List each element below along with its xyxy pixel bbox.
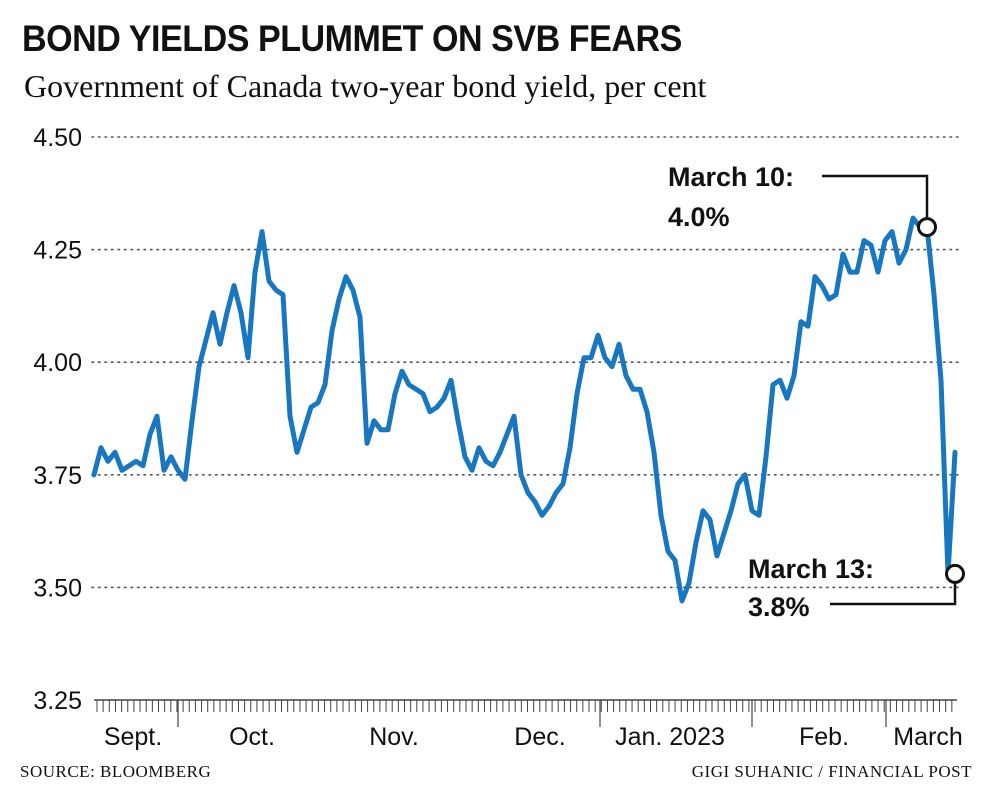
x-tick-label: March [893, 723, 962, 751]
march-13-marker [945, 563, 965, 584]
march-13-value: 3.8% [748, 592, 810, 622]
y-tick-label: 4.25 [33, 237, 82, 265]
series-layer [91, 215, 958, 604]
y-tick-label: 3.75 [33, 462, 82, 490]
x-tick-label: Sept. [104, 723, 162, 751]
credit-note: GIGI SUHANIC / FINANCIAL POST [691, 762, 972, 781]
x-tick-label: Oct. [229, 723, 275, 751]
annotations: March 10: 4.0% March 13: 3.8% [668, 162, 965, 622]
y-tick-label: 3.50 [33, 574, 82, 602]
chart-subtitle: Government of Canada two-year bond yield… [24, 68, 707, 104]
series-line [91, 215, 958, 604]
x-tick-label: Dec. [514, 723, 565, 751]
x-axis: Sept. Oct. Nov. Dec. Jan. 2023 Feb. March [94, 699, 963, 751]
march-10-marker [917, 217, 937, 238]
y-tick-label: 4.50 [33, 124, 82, 152]
x-tick-label: Jan. 2023 [615, 723, 725, 751]
x-tick-label: Nov. [369, 723, 419, 751]
march-13-leader-line [830, 582, 957, 606]
march-10-label: March 10: [668, 162, 794, 192]
source-note: SOURCE: BLOOMBERG [20, 762, 212, 781]
march-10-leader-line [822, 174, 929, 219]
y-tick-label: 4.00 [33, 349, 82, 377]
march-10-value: 4.0% [668, 202, 730, 232]
y-axis-ticks: 4.50 4.25 4.00 3.75 3.50 3.25 [33, 124, 82, 715]
y-tick-label: 3.25 [33, 687, 82, 715]
march-13-label: March 13: [748, 554, 874, 584]
gridlines [91, 136, 959, 589]
chart-title: BOND YIELDS PLUMMET ON SVB FEARS [22, 18, 682, 59]
x-tick-label: Feb. [799, 723, 849, 751]
